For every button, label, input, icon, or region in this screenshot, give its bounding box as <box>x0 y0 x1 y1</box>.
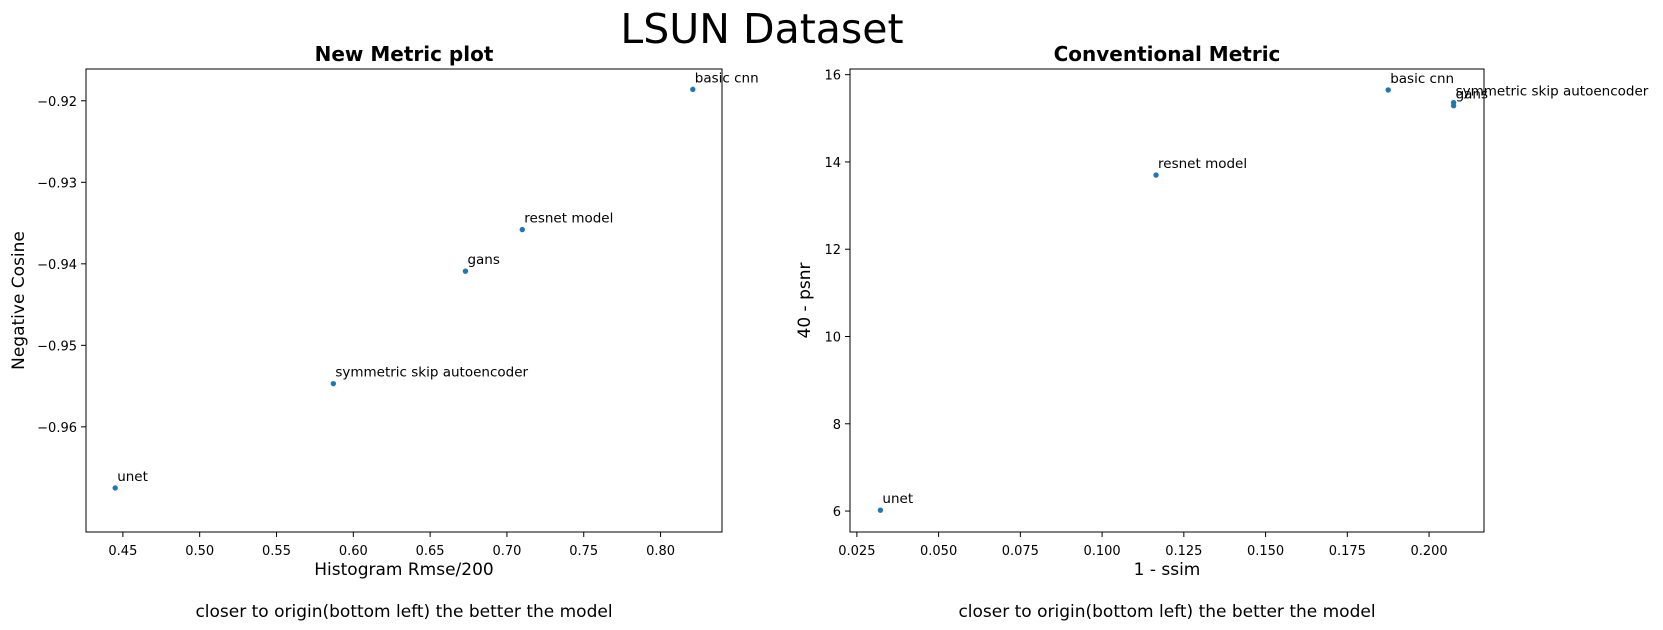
new-metric-x-tick-label: 0.50 <box>185 544 214 559</box>
new-metric-point-label: basic cnn <box>695 70 759 86</box>
new-metric-y-tick-label: −0.94 <box>37 258 77 273</box>
new-metric-x-tick-label: 0.75 <box>569 544 598 559</box>
new-metric-x-tick-label: 0.55 <box>262 544 291 559</box>
conventional-metric-x-tick-label: 0.125 <box>1165 544 1202 559</box>
new-metric-axes-frame <box>85 68 723 533</box>
new-metric-point-label: symmetric skip autoencoder <box>335 365 528 381</box>
new-metric-x-tick-label: 0.70 <box>492 544 521 559</box>
new-metric-x-axis-label: Histogram Rmse/200 <box>314 560 493 580</box>
conventional-metric-x-tick-label: 0.175 <box>1329 544 1366 559</box>
figure-title: LSUN Dataset <box>620 5 903 53</box>
conventional-metric-panel: 0.025 0.050 0.075 0.100 0.125 0.150 0.175 0.200… <box>795 42 1649 622</box>
conventional-metric-x-tick-label: 0.050 <box>920 544 957 559</box>
conventional-metric-note: closer to origin(bottom left) the better… <box>958 602 1375 622</box>
conventional-metric-point <box>877 507 884 513</box>
new-metric-note: closer to origin(bottom left) the better… <box>195 602 612 622</box>
conventional-metric-point <box>1450 102 1457 109</box>
new-metric-title: New Metric plot <box>315 42 494 66</box>
conventional-metric-point-label: basic cnn <box>1390 71 1454 87</box>
new-metric-x-tick-label: 0.60 <box>339 544 368 559</box>
conventional-metric-y-tick-label: 14 <box>824 156 841 171</box>
conventional-metric-y-tick-label: 16 <box>824 69 841 84</box>
conventional-metric-x-tick-label: 0.025 <box>838 544 875 559</box>
conventional-metric-x-axis-label: 1 - ssim <box>1134 560 1201 580</box>
new-metric-point <box>519 226 525 233</box>
conventional-metric-y-tick-label: 10 <box>824 331 841 346</box>
conventional-metric-point-label: unet <box>882 491 913 507</box>
conventional-metric-point-label: resnet model <box>1158 156 1247 172</box>
conventional-metric-axes-frame <box>849 68 1485 533</box>
conventional-metric-x-tick-label: 0.100 <box>1083 544 1120 559</box>
new-metric-point-label: unet <box>117 469 148 485</box>
conventional-metric-point-label: gans <box>1456 87 1488 103</box>
new-metric-y-axis-label: Negative Cosine <box>9 231 29 370</box>
new-metric-point <box>330 380 337 387</box>
new-metric-y-tick-label: −0.96 <box>37 421 77 436</box>
new-metric-point-label: resnet model <box>524 211 613 227</box>
new-metric-point-label: gans <box>467 252 499 268</box>
new-metric-point <box>690 86 696 93</box>
conventional-metric-y-axis-label: 40 - psnr <box>795 263 815 339</box>
conventional-metric-y-tick-label: 6 <box>833 505 841 520</box>
new-metric-y-tick-label: −0.95 <box>37 339 77 354</box>
conventional-metric-x-tick-label: 0.200 <box>1410 544 1447 559</box>
conventional-metric-x-tick-label: 0.075 <box>1002 544 1039 559</box>
conventional-metric-point <box>1153 172 1159 178</box>
new-metric-point <box>112 485 118 491</box>
new-metric-point <box>462 268 469 274</box>
new-metric-panel: 0.45 0.50 0.55 0.60 0.65 0.70 0.75 0.80 −0.92 −0.… <box>9 42 759 622</box>
new-metric-x-tick-label: 0.45 <box>108 544 137 559</box>
conventional-metric-title: Conventional Metric <box>1054 42 1281 66</box>
new-metric-x-tick-label: 0.80 <box>646 544 675 559</box>
conventional-metric-y-tick-label: 8 <box>833 418 841 433</box>
conventional-metric-y-tick-label: 12 <box>824 243 841 258</box>
conventional-metric-point <box>1385 87 1391 93</box>
new-metric-y-tick-label: −0.93 <box>37 176 77 191</box>
new-metric-x-tick-label: 0.65 <box>416 544 445 559</box>
new-metric-y-tick-label: −0.92 <box>37 95 77 110</box>
conventional-metric-x-tick-label: 0.150 <box>1247 544 1284 559</box>
conventional-metric-point-label: symmetric skip autoencoder <box>1456 84 1649 100</box>
